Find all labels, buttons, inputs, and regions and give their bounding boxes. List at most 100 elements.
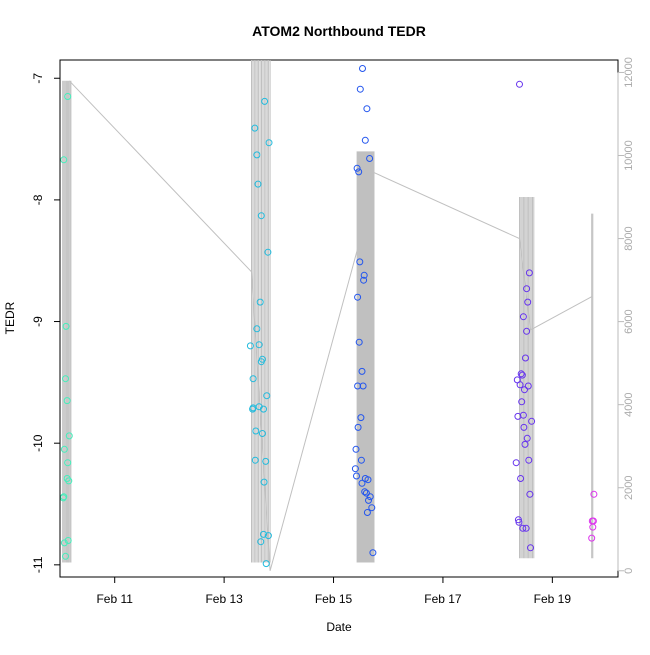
y2-tick-label: 4000 [623, 392, 635, 416]
y2-tick-label: 0 [623, 568, 635, 574]
x-axis: Feb 11 Feb 13 Feb 15 Feb 17 Feb 19 [96, 576, 572, 606]
data-point-series-1 [261, 97, 269, 105]
data-point-series-2 [368, 504, 376, 512]
data-point-series-3 [525, 456, 533, 464]
data-point-series-1 [258, 430, 266, 437]
data-point-series-1 [251, 124, 259, 132]
data-point-series-1 [258, 355, 266, 363]
data-point-series-3 [522, 524, 530, 532]
data-point-series-0 [64, 537, 72, 544]
data-point-series-2 [360, 276, 368, 284]
data-point-series-1 [263, 392, 271, 400]
data-point-series-0 [62, 552, 69, 560]
data-point-series-1 [256, 298, 264, 306]
data-point-series-3 [521, 440, 529, 448]
data-point-series-2 [356, 258, 364, 266]
data-point-series-1 [265, 139, 273, 147]
data-point-series-2 [369, 549, 377, 557]
data-point-series-1 [246, 342, 254, 350]
data-point-series-0 [60, 539, 68, 547]
data-point-series-1 [252, 427, 260, 435]
data-point-series-2 [363, 105, 371, 113]
data-point-series-1 [253, 325, 261, 333]
data-point-series-2 [355, 338, 363, 346]
data-point-series-3 [517, 370, 525, 378]
data-point-series-4 [589, 517, 597, 525]
y-tick-label: -9 [31, 316, 45, 327]
data-point-series-0 [60, 493, 68, 501]
data-point-series-1 [257, 212, 265, 220]
data-point-series-3 [516, 80, 523, 88]
y-axis: -7 -8 -9 -10 -11 [31, 73, 61, 573]
data-point-series-3 [528, 417, 536, 425]
data-point-series-2 [361, 488, 369, 496]
data-point-series-3 [519, 313, 527, 321]
y-tick-label: -11 [31, 556, 45, 573]
data-point-series-1 [260, 478, 268, 486]
data-point-series-2 [351, 465, 359, 473]
y-tick-label: -8 [31, 194, 45, 205]
data-point-series-3 [515, 518, 523, 526]
data-point-series-2 [365, 496, 372, 504]
data-point-series-1 [262, 560, 270, 568]
x-tick-label: Feb 19 [534, 592, 572, 606]
data-point-series-2 [353, 164, 361, 172]
data-point-series-0 [60, 445, 68, 453]
data-point-series-3 [521, 386, 528, 394]
x-tick-label: Feb 15 [315, 592, 353, 606]
data-point-series-3 [520, 423, 528, 431]
data-point-series-1 [254, 180, 262, 188]
data-point-series-1 [257, 538, 265, 546]
secondary-y-axis: 0 2000 4000 6000 8000 10000 12000 [617, 57, 635, 574]
data-point-series-0 [65, 477, 73, 485]
data-point-series-2 [352, 445, 360, 453]
data-point-series-1 [260, 530, 267, 538]
data-points-layer [59, 65, 598, 568]
data-point-series-3 [516, 381, 524, 389]
x-axis-label: Date [326, 620, 352, 634]
data-point-series-2 [354, 423, 362, 431]
data-point-series-3 [518, 398, 526, 406]
data-point-series-2 [364, 476, 372, 484]
data-point-series-2 [366, 493, 374, 501]
data-point-series-0 [64, 459, 72, 467]
data-point-series-2 [358, 479, 366, 487]
chart-title: ATOM2 Northbound TEDR [252, 23, 426, 39]
data-point-series-2 [366, 155, 374, 162]
data-point-series-3 [523, 434, 531, 442]
data-point-series-3 [525, 269, 533, 277]
data-point-series-2 [355, 168, 363, 176]
secondary-burst-1 [251, 60, 271, 563]
data-point-series-1 [264, 248, 272, 256]
data-point-series-3 [523, 285, 531, 293]
data-point-series-3 [523, 327, 531, 335]
data-point-series-2 [363, 509, 371, 516]
secondary-burst-0 [62, 80, 72, 563]
y2-tick-label: 8000 [623, 226, 635, 250]
data-point-series-2 [354, 293, 362, 301]
data-point-series-2 [362, 489, 370, 497]
data-point-series-2 [353, 472, 360, 480]
x-tick-label: Feb 11 [96, 592, 133, 606]
data-point-series-4 [590, 490, 598, 498]
data-point-series-3 [524, 298, 532, 306]
secondary-burst-4 [591, 213, 594, 559]
data-point-series-2 [358, 367, 366, 375]
data-point-series-1 [255, 341, 263, 349]
data-point-series-1 [260, 405, 267, 413]
data-point-series-2 [359, 65, 366, 72]
data-point-series-4 [588, 534, 596, 542]
data-point-series-3 [526, 490, 534, 498]
data-point-series-2 [359, 382, 367, 390]
data-point-series-3 [524, 382, 532, 390]
data-point-series-1 [264, 532, 272, 540]
data-point-series-1 [249, 375, 257, 383]
data-point-series-1 [251, 456, 259, 464]
data-point-series-0 [62, 322, 70, 330]
data-point-series-0 [60, 156, 68, 164]
data-point-series-2 [361, 136, 369, 144]
x-tick-label: Feb 17 [424, 592, 462, 606]
data-point-series-3 [519, 524, 527, 532]
y-axis-label: TEDR [3, 301, 17, 334]
